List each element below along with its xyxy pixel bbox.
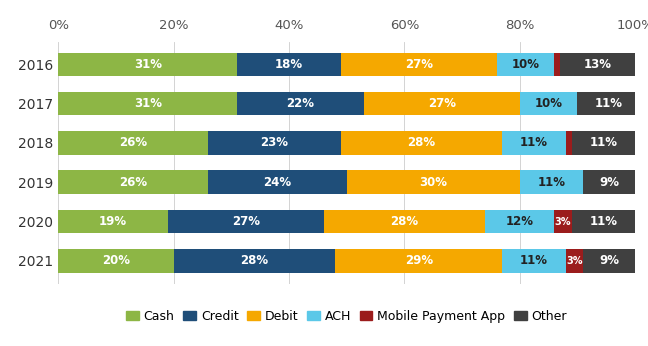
Text: 11%: 11% bbox=[595, 97, 623, 110]
Text: 24%: 24% bbox=[263, 176, 292, 189]
Text: 20%: 20% bbox=[102, 254, 130, 267]
Text: 23%: 23% bbox=[260, 136, 288, 149]
Bar bbox=[566, 249, 583, 273]
Bar bbox=[347, 171, 520, 194]
Bar bbox=[583, 249, 635, 273]
Bar bbox=[237, 53, 341, 76]
Text: 27%: 27% bbox=[405, 58, 433, 71]
Bar bbox=[58, 249, 174, 273]
Legend: Cash, Credit, Debit, ACH, Mobile Payment App, Other: Cash, Credit, Debit, ACH, Mobile Payment… bbox=[121, 304, 572, 328]
Text: 11%: 11% bbox=[537, 176, 566, 189]
Text: 28%: 28% bbox=[408, 136, 435, 149]
Bar bbox=[58, 171, 208, 194]
Bar bbox=[520, 92, 577, 116]
Text: 10%: 10% bbox=[535, 97, 562, 110]
Bar bbox=[174, 249, 335, 273]
Text: 13%: 13% bbox=[584, 58, 612, 71]
Text: 30%: 30% bbox=[419, 176, 447, 189]
Text: 9%: 9% bbox=[599, 254, 619, 267]
Bar bbox=[520, 171, 583, 194]
Bar bbox=[341, 53, 496, 76]
Text: 11%: 11% bbox=[589, 136, 618, 149]
Text: 29%: 29% bbox=[405, 254, 433, 267]
Text: 27%: 27% bbox=[232, 215, 260, 228]
Text: 26%: 26% bbox=[119, 136, 147, 149]
Text: 19%: 19% bbox=[99, 215, 127, 228]
Text: 28%: 28% bbox=[390, 215, 419, 228]
Text: 3%: 3% bbox=[555, 217, 571, 227]
Bar bbox=[572, 131, 635, 155]
Bar bbox=[58, 131, 208, 155]
Bar bbox=[364, 92, 520, 116]
Bar bbox=[208, 131, 341, 155]
Bar bbox=[554, 210, 572, 234]
Bar bbox=[502, 131, 566, 155]
Bar bbox=[335, 249, 502, 273]
Bar bbox=[208, 171, 347, 194]
Bar bbox=[58, 210, 168, 234]
Bar bbox=[341, 131, 502, 155]
Text: 26%: 26% bbox=[119, 176, 147, 189]
Text: 10%: 10% bbox=[511, 58, 540, 71]
Bar bbox=[560, 53, 635, 76]
Text: 12%: 12% bbox=[505, 215, 534, 228]
Bar bbox=[485, 210, 554, 234]
Bar bbox=[58, 53, 237, 76]
Text: 27%: 27% bbox=[428, 97, 456, 110]
Bar bbox=[237, 92, 364, 116]
Bar bbox=[502, 249, 566, 273]
Bar bbox=[323, 210, 485, 234]
Bar bbox=[58, 92, 237, 116]
Bar bbox=[168, 210, 323, 234]
Bar bbox=[583, 171, 635, 194]
Text: 22%: 22% bbox=[286, 97, 314, 110]
Text: 11%: 11% bbox=[520, 136, 548, 149]
Text: 18%: 18% bbox=[275, 58, 303, 71]
Text: 9%: 9% bbox=[599, 176, 619, 189]
Text: 11%: 11% bbox=[520, 254, 548, 267]
Text: 31%: 31% bbox=[133, 97, 162, 110]
Bar bbox=[496, 53, 554, 76]
Bar bbox=[554, 53, 560, 76]
Text: 28%: 28% bbox=[240, 254, 268, 267]
Bar bbox=[566, 131, 572, 155]
Bar bbox=[577, 92, 641, 116]
Text: 11%: 11% bbox=[589, 215, 618, 228]
Bar bbox=[572, 210, 635, 234]
Text: 3%: 3% bbox=[566, 256, 583, 266]
Text: 31%: 31% bbox=[133, 58, 162, 71]
